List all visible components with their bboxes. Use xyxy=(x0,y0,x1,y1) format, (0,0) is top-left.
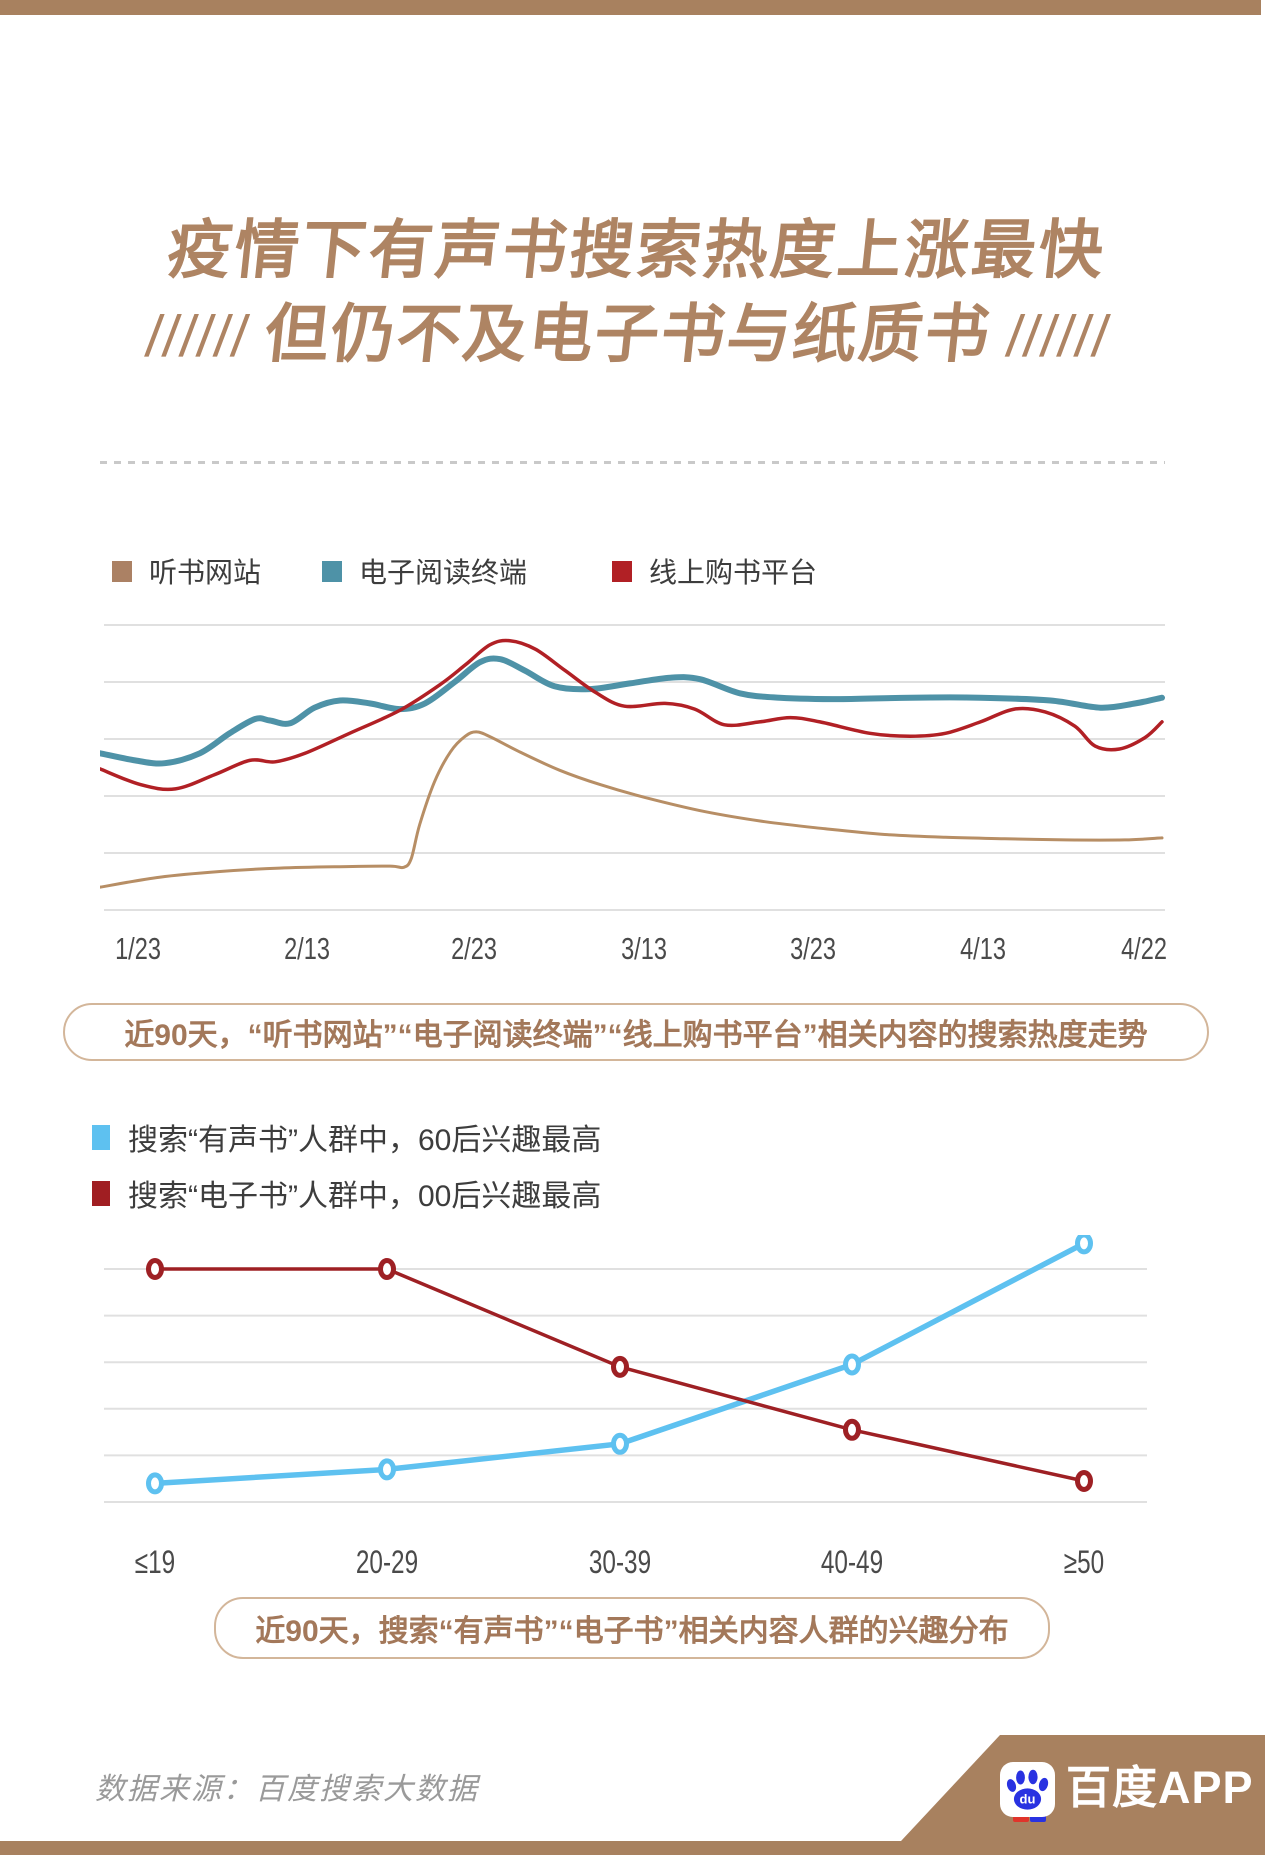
legend-swatch-teal xyxy=(322,560,342,582)
title-line-2: //////但仍不及电子书与纸质书////// xyxy=(0,298,1264,370)
x-tick-label: 30-39 xyxy=(588,1544,652,1580)
data-point-marker xyxy=(1075,1470,1093,1492)
legend-swatch-red xyxy=(612,560,632,582)
age-chart-x-axis: ≤19 20-29 30-39 40-49 ≥50 xyxy=(100,1544,1165,1584)
title-line-1: 疫情下有声书搜索热度上涨最快 xyxy=(164,214,1110,286)
data-point-marker xyxy=(1075,1235,1093,1255)
baidu-paw-icon: du xyxy=(1006,1769,1049,1810)
page-title: 疫情下有声书搜索热度上涨最快 //////但仍不及电子书与纸质书////// xyxy=(0,214,1265,370)
data-point-marker xyxy=(378,1458,396,1481)
legend-label: 搜索“有声书”人群中，60后兴趣最高 xyxy=(128,1124,602,1157)
series-line xyxy=(100,638,1164,792)
data-point-marker xyxy=(378,1258,396,1280)
data-source-note: 数据来源：百度搜索大数据 xyxy=(95,1773,479,1806)
legend-label: 电子阅读终端 xyxy=(359,557,528,588)
legend-label: 听书网站 xyxy=(149,557,262,588)
slash-decoration-left: ////// xyxy=(142,304,253,369)
data-point-marker xyxy=(146,1472,164,1495)
slash-decoration-right: ////// xyxy=(1003,304,1113,369)
search-heat-trend-chart xyxy=(100,624,1165,911)
dashed-divider xyxy=(100,461,1165,464)
legend-item-audiobook-age: 搜索“有声书”人群中，60后兴趣最高 xyxy=(92,1120,601,1157)
age-interest-chart xyxy=(104,1235,1147,1503)
x-tick-label: 4/13 xyxy=(960,931,1006,966)
caption-text: 近90天，搜索“有声书”“电子书”相关内容人群的兴趣分布 xyxy=(255,1615,1009,1648)
caption-box-trend: 近90天，“听书网站”“电子阅读终端”“线上购书平台”相关内容的搜索热度走势 xyxy=(63,1003,1209,1061)
bottom-accent-bar xyxy=(0,1841,1265,1855)
x-tick-label: 2/23 xyxy=(451,931,497,966)
legend-label: 搜索“电子书”人群中，00后兴趣最高 xyxy=(128,1180,602,1213)
svg-text:du: du xyxy=(1020,1792,1036,1807)
series-line xyxy=(100,730,1164,889)
legend-swatch-brown xyxy=(112,560,132,582)
data-point-marker xyxy=(611,1432,629,1455)
legend-item-ereader-terminals: 电子阅读终端 xyxy=(322,556,527,588)
x-tick-label: 4/22 xyxy=(1121,931,1167,966)
data-point-marker xyxy=(146,1258,164,1280)
caption-box-interest: 近90天，搜索“有声书”“电子书”相关内容人群的兴趣分布 xyxy=(214,1597,1050,1659)
data-point-marker xyxy=(843,1418,861,1441)
data-point-marker xyxy=(611,1355,629,1378)
data-point-marker xyxy=(843,1353,861,1376)
x-tick-label: 2/13 xyxy=(284,931,330,966)
baidu-app-wordmark: 百度APP xyxy=(1066,1762,1254,1813)
trend-chart-x-axis: 1/23 2/13 2/23 3/13 3/23 4/13 4/22 xyxy=(100,931,1167,971)
x-tick-label: 1/23 xyxy=(115,931,161,966)
legend-label: 线上购书平台 xyxy=(649,557,818,588)
caption-text: 近90天，“听书网站”“电子阅读终端”“线上购书平台”相关内容的搜索热度走势 xyxy=(124,1019,1148,1052)
legend-item-ebook-age: 搜索“电子书”人群中，00后兴趣最高 xyxy=(92,1176,601,1213)
x-tick-label: 3/13 xyxy=(621,931,667,966)
title-line-2-text: 但仍不及电子书与纸质书 xyxy=(261,298,995,370)
x-tick-label: 40-49 xyxy=(820,1544,884,1580)
x-tick-label: 20-29 xyxy=(355,1544,419,1580)
legend-item-online-bookstores: 线上购书平台 xyxy=(612,556,817,588)
legend-item-audiobook-sites: 听书网站 xyxy=(112,556,261,588)
baidu-app-icon: du xyxy=(1000,1762,1055,1817)
top-accent-bar xyxy=(0,0,1261,15)
legend-swatch-lightblue xyxy=(92,1124,110,1150)
x-tick-label: ≤19 xyxy=(134,1544,176,1580)
legend-swatch-darkred xyxy=(92,1180,110,1206)
series-line xyxy=(100,655,1165,767)
x-tick-label: ≥50 xyxy=(1063,1544,1105,1580)
x-tick-label: 3/23 xyxy=(790,931,836,966)
